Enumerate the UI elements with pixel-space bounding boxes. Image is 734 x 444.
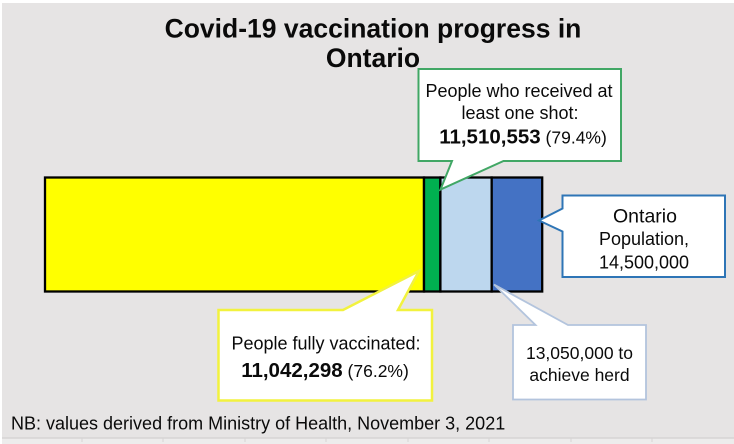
svg-text:13,050,000 to: 13,050,000 to — [526, 343, 633, 363]
svg-text:achieve herd: achieve herd — [529, 365, 629, 385]
svg-text:11,510,553 (79.4%): 11,510,553 (79.4%) — [439, 126, 607, 149]
svg-text:Population,: Population, — [599, 229, 689, 249]
svg-text:11,042,298 (76.2%): 11,042,298 (76.2%) — [241, 359, 409, 382]
svg-text:People fully vaccinated:: People fully vaccinated: — [231, 334, 420, 354]
svg-text:Ontario: Ontario — [326, 43, 420, 73]
svg-text:Ontario: Ontario — [613, 206, 677, 228]
svg-text:People who received at: People who received at — [425, 81, 612, 101]
svg-text:14,500,000: 14,500,000 — [599, 253, 689, 273]
svg-text:least one shot:: least one shot: — [461, 103, 578, 123]
svg-text:Covid-19 vaccination progress: Covid-19 vaccination progress in — [165, 14, 582, 44]
svg-text:NB: values derived from Minist: NB: values derived from Ministry of Heal… — [11, 414, 505, 434]
